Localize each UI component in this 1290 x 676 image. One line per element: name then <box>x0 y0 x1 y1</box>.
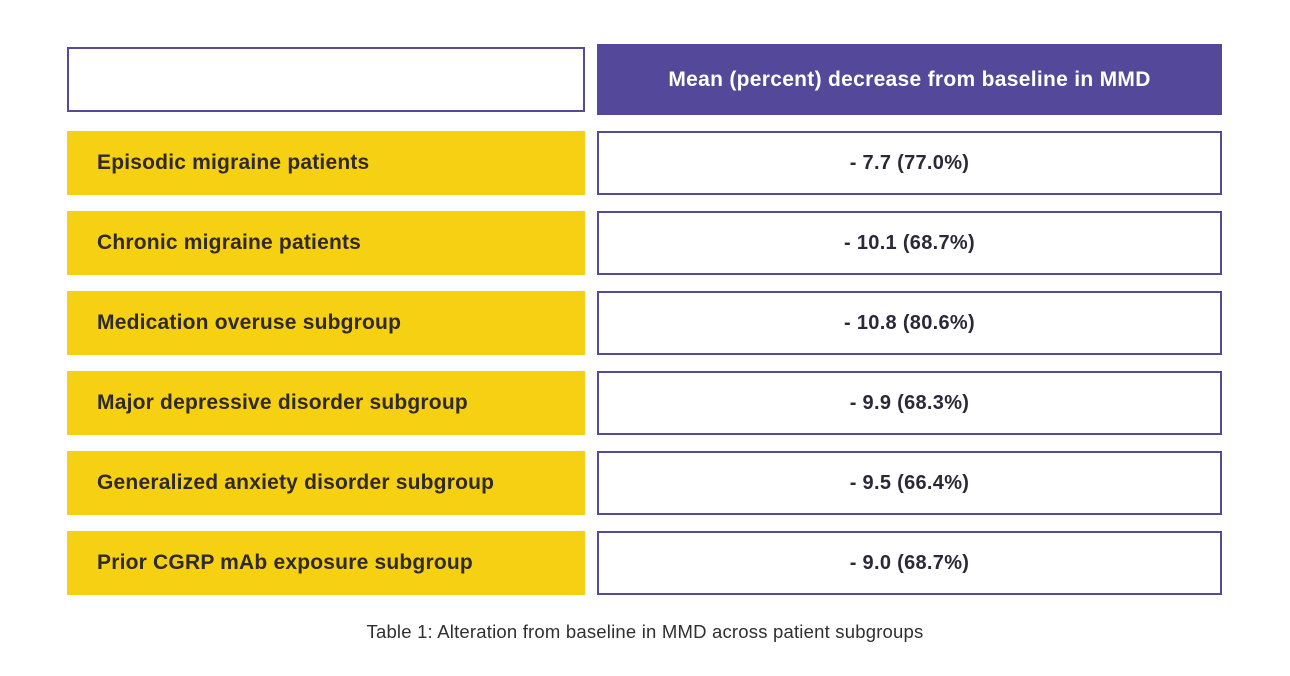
corner-cell <box>67 47 585 112</box>
row-label-cell: Prior CGRP mAb exposure subgroup <box>67 531 585 595</box>
row-value-cell: - 9.9 (68.3%) <box>597 371 1222 435</box>
row-value-cell: - 10.1 (68.7%) <box>597 211 1222 275</box>
row-label-cell: Medication overuse subgroup <box>67 291 585 355</box>
row-value-cell: - 9.5 (66.4%) <box>597 451 1222 515</box>
row-value-cell: - 10.8 (80.6%) <box>597 291 1222 355</box>
row-label-cell: Episodic migraine patients <box>67 131 585 195</box>
row-label-cell: Chronic migraine patients <box>67 211 585 275</box>
subgroup-results-table: Mean (percent) decrease from baseline in… <box>67 44 1222 595</box>
row-value-cell: - 7.7 (77.0%) <box>597 131 1222 195</box>
row-label-cell: Major depressive disorder subgroup <box>67 371 585 435</box>
row-value-cell: - 9.0 (68.7%) <box>597 531 1222 595</box>
row-label-cell: Generalized anxiety disorder subgroup <box>67 451 585 515</box>
value-column-header: Mean (percent) decrease from baseline in… <box>597 44 1222 115</box>
table-caption: Table 1: Alteration from baseline in MMD… <box>366 621 924 642</box>
